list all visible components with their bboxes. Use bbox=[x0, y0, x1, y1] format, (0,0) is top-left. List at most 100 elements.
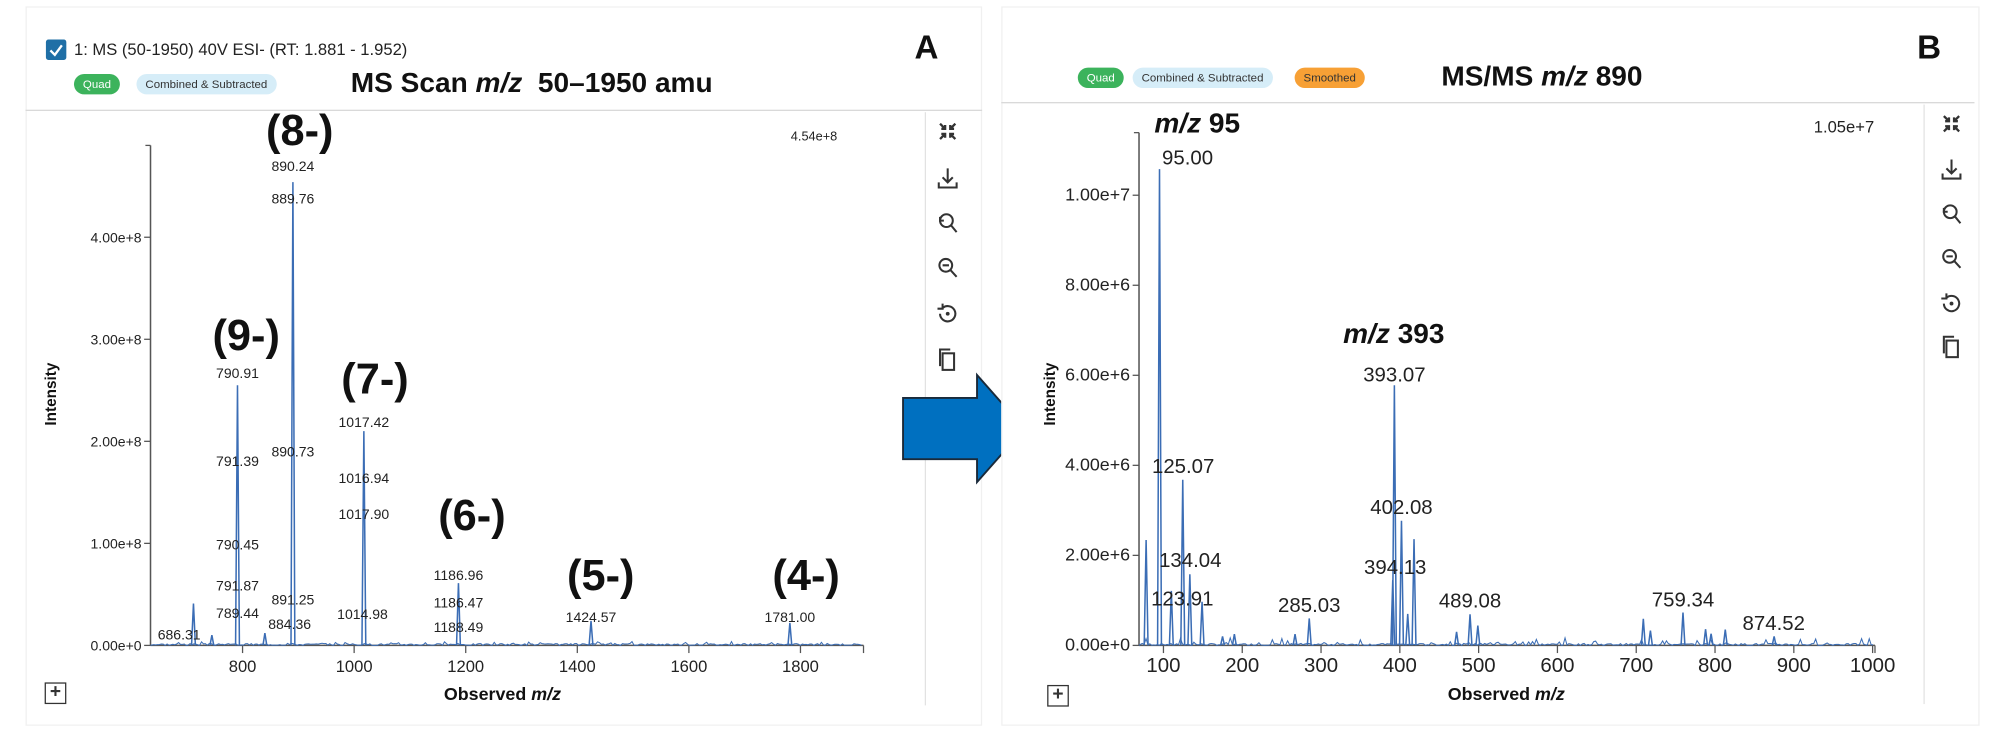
y-tick-label: 6.00e+6 bbox=[1065, 364, 1130, 384]
peak-label: 1781.00 bbox=[765, 609, 816, 625]
spectrum-peak bbox=[1467, 614, 1473, 646]
spectrum-peak bbox=[1708, 633, 1714, 646]
spectrum-peak bbox=[190, 603, 197, 646]
title-italic: m/z bbox=[475, 66, 523, 99]
spectrum-peak bbox=[1722, 629, 1728, 646]
badge-quad: Quad bbox=[1077, 67, 1124, 89]
y-tick-label: 0.00e+0 bbox=[1065, 635, 1130, 655]
y-tick-label: 4.00e+6 bbox=[1065, 454, 1130, 474]
spectrum-peak bbox=[1398, 520, 1405, 646]
expand-button[interactable]: + bbox=[44, 682, 67, 705]
peak-label: 285.03 bbox=[1278, 595, 1340, 617]
x-tick-label: 1800 bbox=[782, 657, 819, 676]
y-tick-label: 1.00e+7 bbox=[1065, 184, 1130, 204]
y-tick-label: 0.00e+0 bbox=[91, 638, 142, 654]
title-text: 50–1950 amu bbox=[522, 66, 713, 99]
peak-label: 1014.98 bbox=[337, 606, 388, 622]
peak-label: 1424.57 bbox=[566, 609, 617, 625]
spectrum-peak bbox=[361, 431, 367, 646]
download-button[interactable] bbox=[935, 166, 961, 192]
panel-letter-b: B bbox=[1917, 28, 1942, 67]
max-intensity-label: 4.54e+8 bbox=[790, 130, 838, 145]
chart-b: 0.00e+0 2.00e+6 4.00e+6 6.00e+6 8.00e+6 1.00e… bbox=[1065, 132, 1895, 677]
peak-label: 1188.49 bbox=[434, 619, 484, 635]
peak-label: 489.08 bbox=[1439, 591, 1501, 613]
spectrum-peak bbox=[455, 583, 462, 646]
spectrum-peak bbox=[1405, 613, 1411, 646]
peak-label: 1017.90 bbox=[339, 506, 390, 522]
y-tick-label: 1.00e+8 bbox=[91, 535, 142, 551]
peak-label: 394.13 bbox=[1364, 557, 1426, 579]
spectrum-peak bbox=[1391, 385, 1398, 646]
charge-label-6: (6-) bbox=[438, 491, 506, 541]
reset-view-button[interactable] bbox=[935, 301, 961, 327]
peak-label: 125.07 bbox=[1152, 456, 1214, 478]
x-tick-label: 400 bbox=[1383, 655, 1417, 677]
annotation-text: 393 bbox=[1389, 317, 1445, 350]
spectrum-peak bbox=[1156, 169, 1163, 646]
spectrum-peak bbox=[234, 385, 241, 646]
zoom-out-button[interactable] bbox=[935, 255, 961, 281]
zoom-reset-button[interactable] bbox=[935, 210, 961, 236]
spectrum-peak bbox=[262, 633, 268, 646]
spectrum-peak bbox=[1143, 540, 1149, 646]
x-axis-label: Observed m/z bbox=[1448, 684, 1565, 704]
peak-label: 791.87 bbox=[216, 577, 259, 593]
title-text: 890 bbox=[1587, 59, 1643, 92]
x-tick-label: 300 bbox=[1304, 655, 1338, 677]
chart-a: 0.00e+0 1.00e+8 2.00e+8 3.00e+8 4.00e+8 800 10… bbox=[91, 144, 865, 676]
panel-a-title: MS Scan m/z 50–1950 amu bbox=[351, 66, 713, 99]
charge-label-7: (7-) bbox=[341, 355, 409, 404]
spectrum-peak bbox=[1187, 574, 1193, 646]
peak-label: 790.45 bbox=[216, 536, 259, 552]
reset-view-button[interactable] bbox=[1939, 291, 1965, 317]
peak-label: 1186.96 bbox=[434, 567, 484, 583]
collapse-button[interactable] bbox=[935, 119, 961, 145]
x-tick-label: 1000 bbox=[336, 657, 373, 676]
peak-label: 1017.42 bbox=[339, 414, 390, 430]
spectrum-peak bbox=[290, 182, 296, 646]
title-text: MS Scan bbox=[350, 66, 476, 99]
peak-label: 791.39 bbox=[216, 453, 259, 469]
x-axis-label: Observed m/z bbox=[444, 684, 561, 704]
peak-label: 790.91 bbox=[216, 365, 259, 381]
collapse-button[interactable] bbox=[1939, 111, 1965, 137]
spectrum-peak bbox=[1475, 625, 1481, 646]
download-icon bbox=[1941, 159, 1962, 180]
header-divider bbox=[25, 109, 983, 111]
peak-label: 874.52 bbox=[1743, 613, 1805, 635]
collapse-icon bbox=[939, 122, 957, 140]
collapse-icon bbox=[1943, 115, 1960, 133]
baseline-noise bbox=[1138, 635, 1874, 647]
spectrum-checkbox[interactable] bbox=[45, 39, 67, 60]
charge-label-5: (5-) bbox=[567, 551, 635, 601]
spectrum-peak bbox=[1647, 630, 1654, 646]
spectrum-label: 1: MS (50-1950) 40V ESI- (RT: 1.881 - 1.… bbox=[73, 39, 408, 59]
x-axis-label-text: Observed bbox=[1447, 683, 1536, 705]
panel-a-card bbox=[25, 6, 983, 726]
title-italic: m/z bbox=[1541, 59, 1588, 92]
x-tick-label: 100 bbox=[1146, 655, 1180, 677]
x-axis-label-italic: m/z bbox=[1535, 683, 1565, 705]
badge-quad: Quad bbox=[73, 73, 120, 95]
zoom-out-button[interactable] bbox=[1939, 246, 1965, 272]
copy-icon bbox=[1942, 335, 1959, 359]
expand-button[interactable]: + bbox=[1047, 684, 1069, 707]
spectrum-peak bbox=[1219, 636, 1226, 646]
peak-label: 134.04 bbox=[1159, 550, 1221, 572]
copy-button[interactable] bbox=[935, 347, 961, 373]
copy-button[interactable] bbox=[1939, 334, 1965, 360]
x-tick-label: 1000 bbox=[1850, 655, 1895, 677]
spectrum-peak bbox=[1199, 601, 1205, 646]
x-tick-label: 800 bbox=[229, 657, 257, 676]
spectrum-peak bbox=[787, 622, 793, 646]
x-tick-label: 500 bbox=[1462, 655, 1496, 677]
zoom-reset-button[interactable] bbox=[1939, 202, 1965, 228]
download-button[interactable] bbox=[1939, 157, 1965, 183]
zoom-out-icon bbox=[1942, 248, 1962, 269]
max-intensity-label: 1.05e+7 bbox=[1813, 117, 1875, 137]
y-tick-label: 4.00e+8 bbox=[91, 229, 142, 245]
annotation-mz-393: m/z 393 bbox=[1343, 318, 1444, 351]
peak-label: 123.91 bbox=[1151, 588, 1213, 610]
peak-label: 884.36 bbox=[268, 616, 311, 632]
